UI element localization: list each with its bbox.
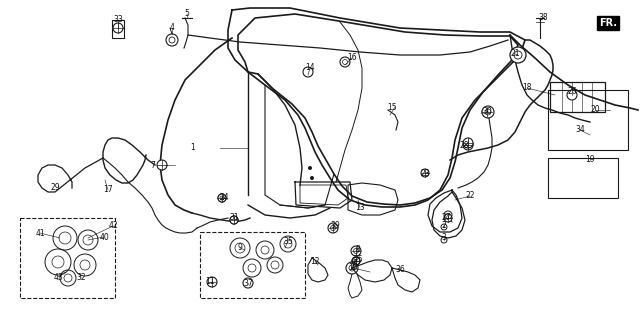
Circle shape (482, 106, 494, 118)
Circle shape (230, 216, 238, 224)
Text: 43: 43 (53, 273, 63, 282)
Circle shape (157, 160, 167, 170)
Bar (548, 90, 628, 150)
Text: 20: 20 (590, 106, 600, 115)
Text: 14: 14 (305, 63, 315, 73)
Circle shape (230, 216, 238, 224)
Text: 8: 8 (356, 244, 360, 253)
Text: 17: 17 (103, 186, 113, 195)
Text: 31: 31 (229, 213, 239, 222)
Text: 15: 15 (387, 102, 397, 111)
Circle shape (351, 246, 361, 256)
Text: 22: 22 (465, 191, 475, 201)
Circle shape (329, 224, 337, 232)
Text: 13: 13 (355, 204, 365, 212)
Text: 41: 41 (35, 228, 45, 237)
Circle shape (482, 107, 492, 117)
Circle shape (166, 34, 178, 46)
Text: 38: 38 (538, 13, 548, 22)
Text: 28: 28 (460, 140, 468, 149)
Circle shape (340, 57, 350, 67)
Text: 1: 1 (191, 143, 195, 153)
Text: 11: 11 (205, 277, 215, 286)
Text: 6: 6 (353, 258, 357, 267)
Text: 12: 12 (310, 257, 320, 266)
Circle shape (352, 257, 360, 265)
Circle shape (218, 194, 226, 202)
Text: 25: 25 (353, 254, 363, 263)
Text: 7: 7 (150, 161, 156, 170)
Text: 29: 29 (50, 183, 60, 193)
Circle shape (352, 247, 360, 255)
Bar (548, 158, 618, 198)
Text: 26: 26 (567, 87, 577, 97)
Circle shape (421, 169, 429, 177)
Circle shape (310, 176, 314, 180)
Text: 10: 10 (348, 263, 358, 273)
Text: FR.: FR. (599, 18, 617, 28)
Text: 30: 30 (482, 107, 492, 116)
Text: 35: 35 (283, 236, 293, 245)
Text: 32: 32 (76, 273, 86, 282)
Text: 36: 36 (395, 266, 405, 275)
Text: 19: 19 (585, 156, 595, 164)
Bar (200, 232, 305, 298)
Text: 2: 2 (442, 220, 446, 229)
Circle shape (510, 47, 526, 63)
Text: 27: 27 (441, 213, 451, 222)
Text: 23: 23 (420, 169, 430, 178)
Circle shape (328, 223, 338, 233)
Text: 39: 39 (330, 221, 340, 230)
Text: 9: 9 (237, 244, 243, 252)
Circle shape (444, 214, 452, 222)
Bar (550, 82, 605, 112)
Text: 40: 40 (99, 233, 109, 242)
Text: 33: 33 (113, 15, 123, 25)
Text: 34: 34 (575, 125, 585, 134)
Text: 18: 18 (522, 84, 532, 92)
Bar (112, 20, 124, 38)
Text: 4: 4 (170, 23, 175, 33)
Bar (20, 218, 115, 298)
Text: 42: 42 (108, 221, 118, 230)
Text: 3: 3 (442, 234, 447, 243)
Circle shape (113, 23, 123, 33)
Text: 21: 21 (510, 50, 520, 59)
Text: 24: 24 (219, 193, 229, 202)
Circle shape (303, 67, 313, 77)
Circle shape (308, 166, 312, 170)
Circle shape (463, 138, 473, 148)
Circle shape (218, 194, 226, 202)
Circle shape (463, 140, 473, 150)
Polygon shape (238, 14, 518, 205)
Text: 37: 37 (243, 279, 253, 289)
Text: 5: 5 (184, 10, 189, 19)
Circle shape (567, 90, 577, 100)
Text: 16: 16 (347, 53, 357, 62)
